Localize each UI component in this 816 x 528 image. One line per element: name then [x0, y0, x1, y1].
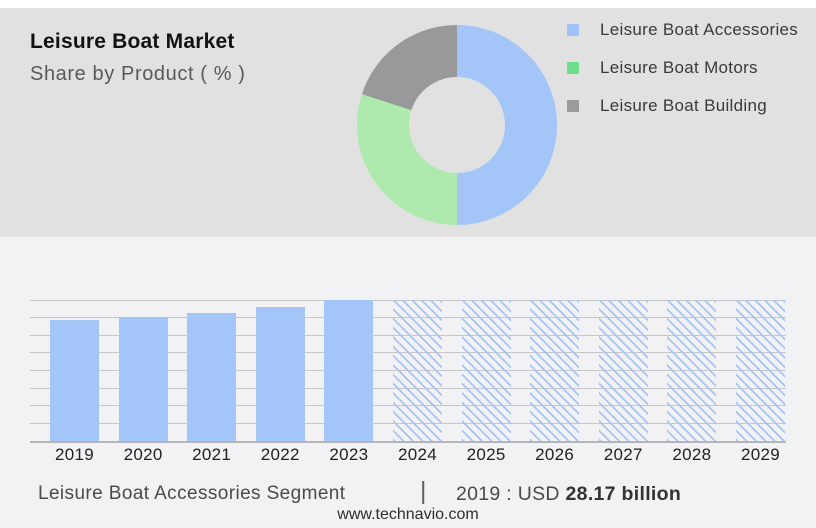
page-title: Leisure Boat Market	[30, 30, 235, 53]
legend-item: Leisure Boat Building	[567, 96, 798, 115]
legend-swatch-icon	[567, 62, 579, 74]
bar-2028-forecast	[667, 300, 717, 441]
footer-separator: |	[420, 477, 427, 505]
bar-2026-forecast	[530, 300, 580, 441]
legend-item: Leisure Boat Motors	[567, 58, 798, 77]
segment-label: Leisure Boat Accessories Segment	[38, 483, 346, 504]
x-axis-line	[30, 440, 786, 443]
legend-label: Leisure Boat Accessories	[600, 20, 799, 39]
value-prefix: 2019 : USD	[456, 483, 560, 505]
bar-2025-forecast	[461, 300, 511, 441]
legend-swatch-icon	[567, 24, 579, 36]
legend-label: Leisure Boat Building	[600, 96, 767, 115]
bar-2019	[50, 319, 99, 441]
header-panel: Leisure Boat Market Share by Product ( %…	[0, 8, 816, 237]
legend-label: Leisure Boat Motors	[600, 58, 758, 77]
x-tick-label: 2026	[535, 445, 575, 464]
value-bold: 28.17 billion	[565, 483, 682, 505]
top-white-strip	[0, 0, 816, 8]
x-tick-label: 2019	[54, 445, 95, 464]
x-tick-label: 2028	[672, 445, 712, 464]
x-tick-label: 2023	[329, 445, 369, 464]
bar-2021	[187, 312, 237, 441]
website-url: www.technavio.com	[337, 506, 479, 523]
legend-swatch-icon	[567, 100, 579, 112]
x-tick-label: 2029	[740, 445, 781, 464]
bar-2023	[324, 300, 374, 441]
donut-hole	[409, 77, 505, 173]
bar-chart	[30, 299, 786, 443]
x-axis-labels: 2019 2020 2021 2022 2023 2024 2025 2026 2027 2028…	[30, 445, 786, 467]
bar-2029-forecast	[736, 300, 785, 441]
page-subtitle: Share by Product ( % )	[30, 63, 246, 85]
donut-chart	[357, 25, 557, 225]
bar-2020	[118, 316, 168, 441]
bar-2024-forecast	[393, 300, 442, 441]
x-tick-label: 2022	[260, 445, 300, 464]
bar-2027-forecast	[598, 300, 648, 441]
bar-2022	[255, 307, 305, 441]
x-tick-label: 2021	[192, 445, 232, 464]
x-tick-label: 2027	[603, 445, 643, 464]
title-block: Leisure Boat Market Share by Product ( %…	[30, 30, 330, 86]
x-tick-label: 2025	[466, 445, 506, 464]
legend-item: Leisure Boat Accessories	[567, 20, 798, 39]
donut-legend: Leisure Boat Accessories Leisure Boat Mot…	[567, 20, 798, 138]
x-tick-label: 2020	[123, 445, 163, 464]
x-tick-label: 2024	[397, 445, 438, 464]
value-label: 2019 : USD 28.17 billion	[456, 483, 681, 506]
